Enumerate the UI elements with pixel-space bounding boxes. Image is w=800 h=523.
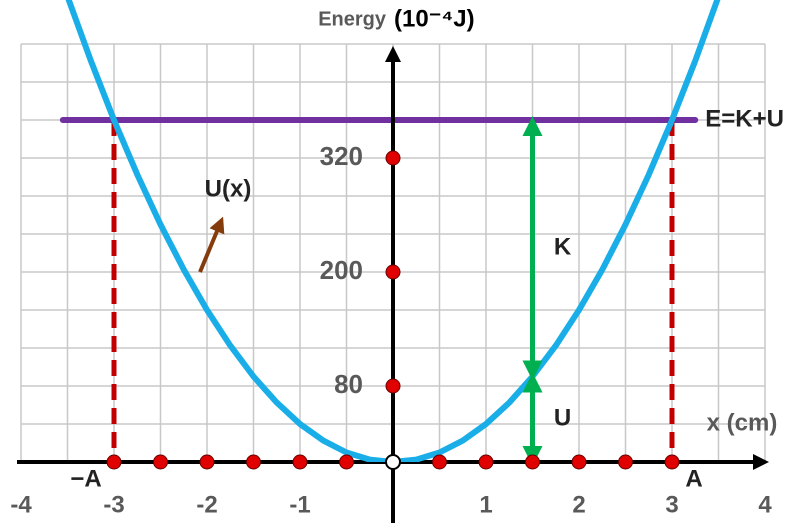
x-tick-label: 2 [572,491,585,518]
curve-label: U(x) [205,175,252,202]
amplitude-label: −A [70,465,101,492]
x-tick-label: -3 [103,491,124,518]
energy-label: E=K+U [705,105,784,132]
x-tick-label: -1 [289,491,310,518]
arrow-label: K [554,234,572,261]
x-point [664,454,680,470]
x-tick-label: -2 [196,491,217,518]
origin-point [385,454,401,470]
x-point [292,454,308,470]
x-point [525,454,540,470]
x-tick-label: 4 [758,491,772,518]
y-point [385,264,401,280]
x-axis-arrow [753,454,769,470]
y-tick-label: 200 [320,255,363,285]
x-point [478,454,494,470]
x-tick-label: 1 [479,491,492,518]
pointer-arrow [198,216,225,273]
x-point [246,454,261,470]
x-point [618,454,633,470]
x-point [432,454,447,470]
potential-curve [65,0,721,462]
y-point [385,378,401,394]
x-tick-label: 3 [665,491,678,518]
y-unit: (10⁻⁴J) [394,5,475,32]
y-tick-label: 80 [334,369,363,399]
y-tick-label: 320 [320,141,363,171]
x-point [153,454,168,470]
amplitude-label: A [685,465,702,492]
y-label: Energy [318,8,387,30]
x-point [106,454,122,470]
arrow-label: U [554,405,571,432]
y-axis-arrow [385,46,401,62]
x-point [199,454,215,470]
x-point [571,454,587,470]
x-point [339,454,354,470]
x-tick-label: -4 [10,491,32,518]
y-point [385,150,401,166]
x-label: x (cm) [707,409,778,436]
